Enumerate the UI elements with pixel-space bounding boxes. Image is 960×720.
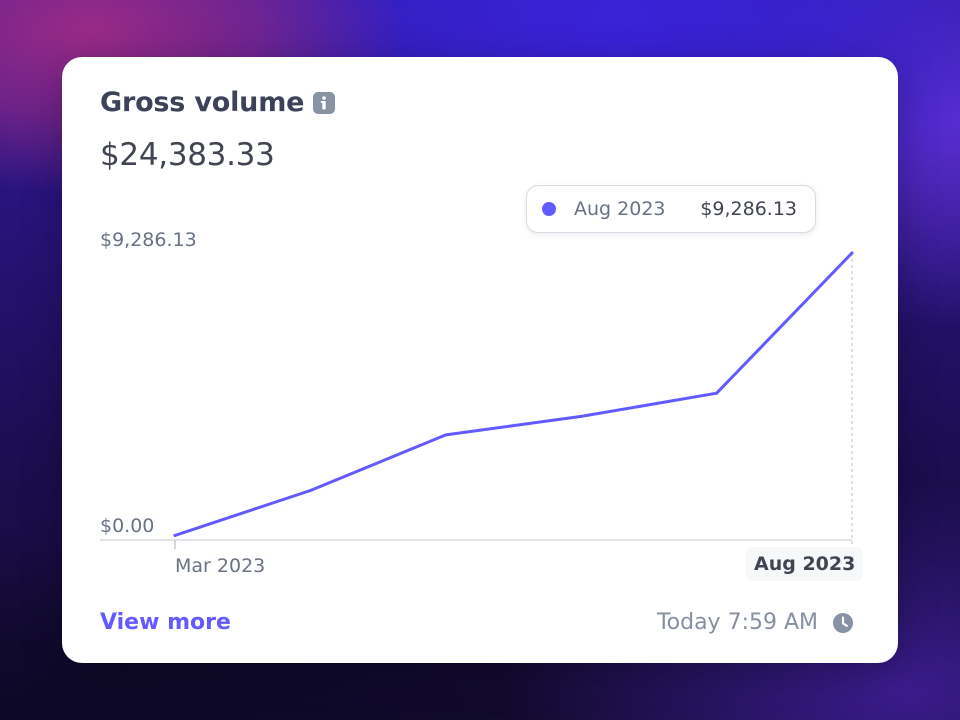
last-updated: Today 7:59 AM	[657, 610, 854, 635]
series-line[interactable]	[173, 251, 854, 537]
data-point-jun-2023[interactable]	[579, 414, 583, 418]
gross-volume-card: Gross volume $24,383.33 $9,286.13 $0.00 …	[62, 57, 898, 663]
gross-volume-amount: $24,383.33	[100, 137, 275, 173]
chart-tooltip: Aug 2023 $9,286.13	[526, 185, 816, 233]
y-axis-max-label: $9,286.13	[100, 229, 197, 251]
x-axis-start-label: Mar 2023	[175, 555, 266, 577]
data-point-jul-2023[interactable]	[715, 391, 719, 395]
last-updated-text: Today 7:59 AM	[656, 610, 818, 635]
data-point-apr-2023[interactable]	[308, 489, 312, 492]
series-group	[173, 251, 854, 537]
info-icon[interactable]	[313, 91, 336, 114]
y-axis-min-label: $0.00	[100, 515, 155, 537]
tooltip-value: $9,286.13	[700, 198, 797, 220]
view-more-link[interactable]: View more	[100, 610, 231, 635]
tooltip-date: Aug 2023	[574, 198, 666, 220]
x-axis-end-label: Aug 2023	[746, 547, 864, 581]
data-point-aug-2023[interactable]	[850, 251, 854, 255]
data-point-mar-2023[interactable]	[173, 533, 177, 537]
card-header: Gross volume	[100, 87, 336, 118]
line-chart[interactable]	[62, 57, 898, 663]
series-dot	[542, 202, 556, 216]
clock-icon[interactable]	[832, 612, 854, 634]
data-point-may-2023[interactable]	[444, 433, 448, 437]
card-title: Gross volume	[100, 87, 305, 118]
